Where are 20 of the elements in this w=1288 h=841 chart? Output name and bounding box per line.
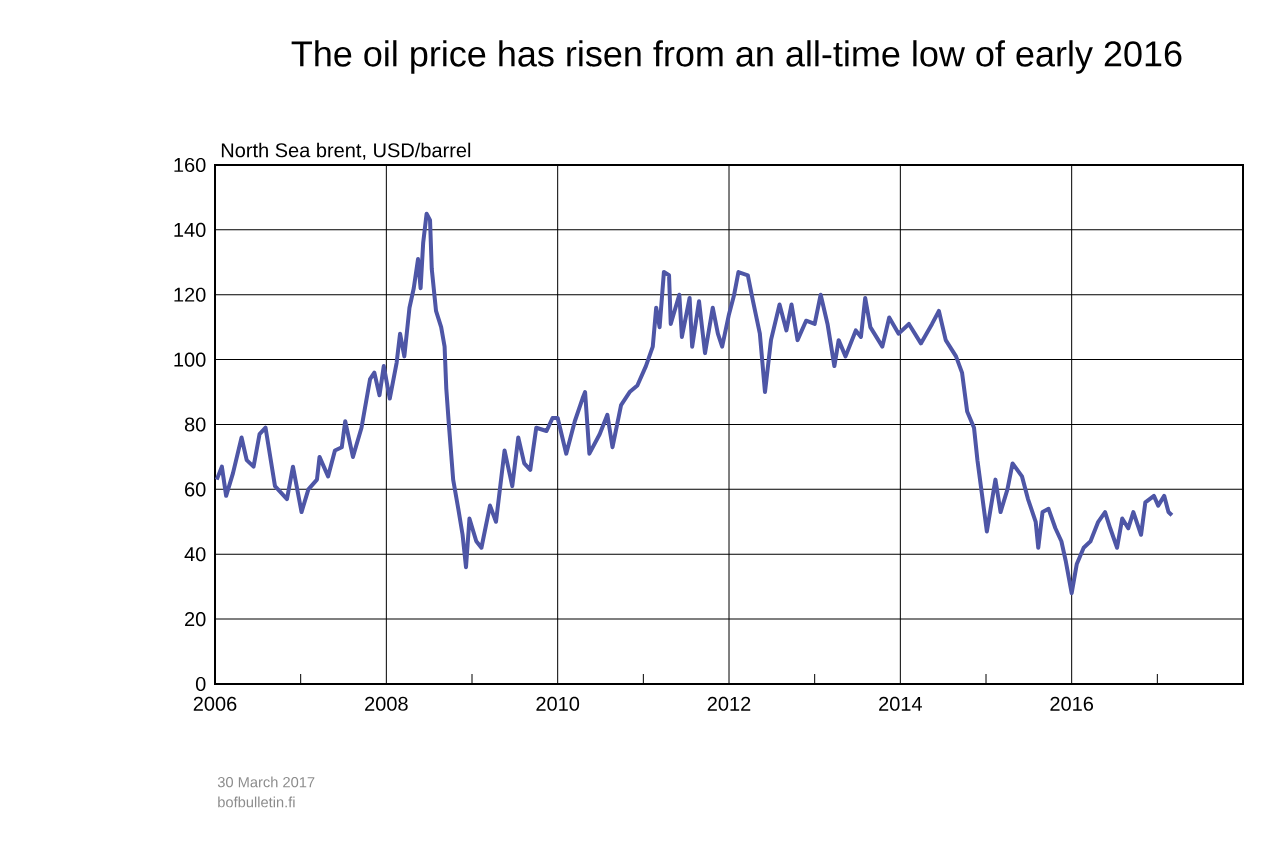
y-tick-label: 60	[185, 482, 206, 497]
x-tick-label: 2012	[707, 696, 751, 711]
y-tick-label: 40	[184, 547, 206, 562]
x-tick-label: 2016	[1050, 696, 1094, 711]
y-tick-label: 120	[174, 287, 206, 302]
x-tick-label: 2014	[879, 696, 922, 711]
y-axis-title: North Sea brent, USD/barrel	[221, 142, 471, 160]
y-tick-label: 80	[184, 417, 206, 432]
x-tick-label: 2010	[536, 696, 580, 711]
y-tick-label: 100	[174, 352, 206, 367]
y-tick-label: 140	[174, 222, 206, 237]
line-series	[214, 211, 1174, 596]
x-tick-label: 2006	[193, 696, 237, 711]
x-tick-label: 2008	[365, 696, 408, 711]
text: bofbulletin.fi	[218, 796, 295, 808]
y-tick-label: 20	[185, 612, 206, 627]
y-tick-label: 0	[195, 676, 206, 692]
y-tick-label: 160	[174, 157, 206, 173]
text: 30 March 2017	[217, 776, 315, 788]
chart-title: The oil price has risen from an all-time low of early 2016	[291, 40, 1182, 74]
